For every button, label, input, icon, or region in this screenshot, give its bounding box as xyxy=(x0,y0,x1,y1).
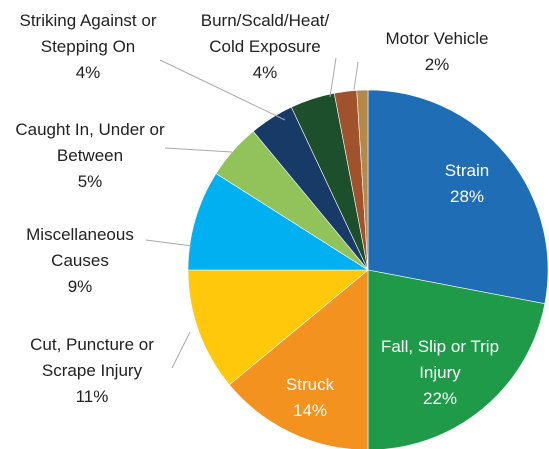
category-label: Caught In, Under or Between xyxy=(15,120,165,165)
value-label: 28% xyxy=(449,187,485,206)
category-label: Motor Vehicle xyxy=(385,29,489,48)
value-label: 14% xyxy=(292,401,328,420)
value-label: 22% xyxy=(422,389,458,408)
leader-line xyxy=(145,239,193,247)
slice-label: Strain 28% xyxy=(417,158,517,210)
slice-label: Struck 14% xyxy=(270,372,350,424)
category-label: Strain xyxy=(444,161,490,180)
slice-label: Fall, Slip or Trip Injury 22% xyxy=(380,334,500,412)
slice-label: Burn/Scald/Heat/ Cold Exposure 4% xyxy=(185,8,345,86)
leader-line xyxy=(171,331,191,369)
leader-line xyxy=(159,59,286,121)
pie-slice xyxy=(187,269,369,386)
value-label: 9% xyxy=(67,277,93,296)
slice-label: Cut, Puncture or Scrape Injury 11% xyxy=(7,332,177,410)
leader-line xyxy=(329,57,337,98)
slice-label: Striking Against or Stepping On 4% xyxy=(1,8,176,86)
category-label: Fall, Slip or Trip Injury xyxy=(380,337,500,382)
leader-line xyxy=(353,61,359,91)
category-label: Burn/Scald/Heat/ Cold Exposure xyxy=(200,11,330,56)
pie-slice xyxy=(356,89,369,271)
pie-slice xyxy=(187,173,370,271)
pie-slice xyxy=(367,269,546,449)
value-label: 4% xyxy=(252,63,278,82)
value-label: 2% xyxy=(424,55,450,74)
category-label: Miscellaneous Causes xyxy=(26,225,134,270)
slice-label: Miscellaneous Causes 9% xyxy=(5,222,155,300)
value-label: 4% xyxy=(75,63,101,82)
category-label: Cut, Puncture or Scrape Injury xyxy=(30,335,154,380)
pie-slice xyxy=(228,269,369,449)
slice-label: Caught In, Under or Between 5% xyxy=(10,117,170,195)
value-label: 11% xyxy=(75,387,109,406)
category-label: Striking Against or Stepping On xyxy=(19,11,157,56)
slice-label: Motor Vehicle 2% xyxy=(372,26,502,78)
value-label: 5% xyxy=(77,172,103,191)
leader-line xyxy=(164,147,233,153)
pie-slice xyxy=(367,89,549,305)
category-label: Struck xyxy=(285,375,335,394)
